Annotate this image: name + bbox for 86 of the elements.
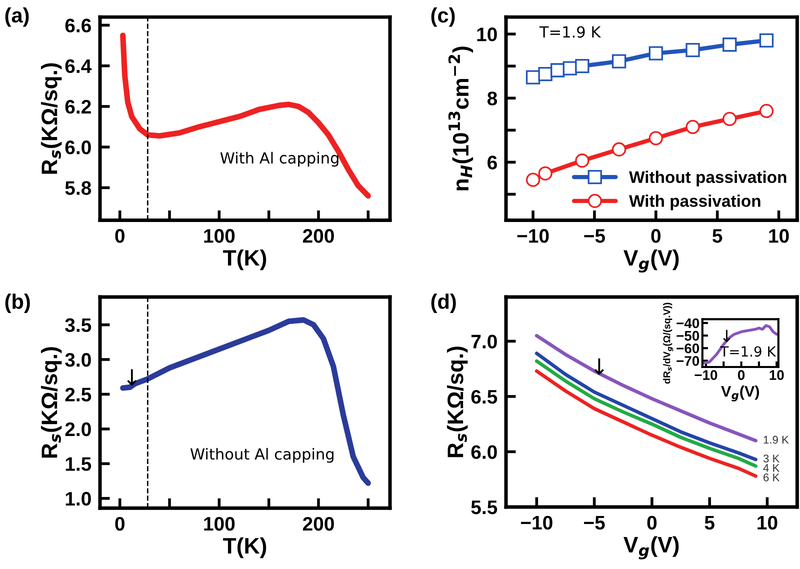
y-tick-label: 6.2	[65, 100, 91, 114]
x-axis-title: V$_{g}$(V)	[721, 386, 760, 402]
x-tick-label: −10	[520, 516, 552, 530]
y-tick-label: 5.8	[65, 181, 92, 195]
series-label: 6 K	[764, 473, 780, 482]
annotation: ↓	[127, 369, 137, 386]
y-axis-title: dR$_{s}$/dV$_{g}$(Ω/(sq.V))	[663, 302, 674, 384]
x-tick-label: 10	[758, 516, 778, 530]
x-tick-label: −5	[584, 229, 606, 243]
x-tick-label: 100	[204, 229, 235, 243]
x-tick-label: −10	[694, 370, 718, 380]
annotation: ↓	[723, 330, 730, 342]
x-tick-label: 0	[738, 370, 745, 380]
point	[648, 46, 663, 60]
y-tick-label: 1.0	[66, 492, 91, 506]
x-axis-title: T(K)	[223, 537, 266, 558]
point	[612, 142, 626, 156]
annotation: T=1.9 K	[539, 26, 602, 38]
annotation: ↓	[594, 358, 604, 375]
y-tick-label: 1.5	[66, 457, 92, 471]
legend-label: With passivation	[629, 194, 760, 210]
x-tick-label: 200	[302, 516, 334, 531]
point	[686, 42, 700, 58]
x-tick-label: 0	[115, 229, 124, 243]
y-tick-label: 3.5	[65, 318, 92, 332]
annotation: Without Al capping	[190, 448, 334, 463]
point	[575, 154, 590, 168]
y-tick-label: −60	[676, 343, 700, 354]
text: (d)	[431, 294, 456, 314]
series-label: 1.9 K	[764, 436, 789, 444]
x-tick-label: 5	[712, 229, 722, 243]
annotation: T=1.9 K	[720, 346, 776, 357]
annotation: With Al capping	[220, 152, 338, 167]
point	[526, 172, 540, 187]
series-label: 4 K	[763, 464, 780, 472]
y-tick-label: 2.5	[65, 388, 92, 402]
y-axis-title: R$_{s}$(KΩ/sq.)	[40, 63, 62, 174]
y-tick-label: 10	[477, 28, 497, 42]
y-tick-label: 6.0	[65, 140, 91, 154]
y-axis-title: R$_{s}$(KΩ/sq.)	[40, 347, 62, 458]
y-tick-label: 2.0	[65, 422, 91, 436]
y-tick-label: 6.0	[471, 445, 497, 459]
point	[612, 54, 626, 68]
text: (c)	[431, 7, 455, 27]
y-axis-title: R$_{s}$(KΩ/sq.)	[446, 346, 468, 458]
y-tick-label: 3.0	[65, 352, 91, 367]
y-tick-label: 6.4	[65, 59, 92, 74]
text: (b)	[5, 294, 30, 314]
point	[538, 166, 552, 181]
y-tick-label: 7.0	[471, 334, 497, 348]
text: (a)	[5, 7, 29, 27]
y-tick-label: 6	[488, 156, 497, 170]
y-axis-title: n$_{H}$(10$^{13}$cm$^{−2}$)	[448, 46, 474, 190]
legend-label: Without passivation	[629, 170, 786, 186]
x-tick-label: 0	[647, 516, 657, 530]
y-tick-label: 6.6	[65, 18, 91, 32]
x-axis-title: V$_{g}$(V)	[624, 536, 679, 560]
x-tick-label: 200	[302, 229, 334, 243]
point	[575, 59, 590, 74]
x-axis-title: T(K)	[223, 249, 266, 270]
point	[526, 70, 540, 84]
point	[722, 38, 737, 52]
y-tick-label: −40	[676, 318, 700, 328]
point	[722, 112, 737, 126]
series-label: 3 K	[763, 454, 780, 462]
point	[648, 131, 663, 146]
line-series	[702, 324, 778, 365]
x-tick-label: −10	[517, 229, 549, 243]
x-tick-label: 10	[770, 370, 784, 380]
point	[759, 104, 774, 118]
point	[686, 120, 700, 134]
x-tick-label: 100	[204, 516, 235, 531]
y-tick-label: 8	[487, 92, 498, 106]
point	[759, 33, 774, 48]
y-tick-label: −50	[676, 330, 700, 341]
point	[538, 67, 552, 82]
y-tick-label: 5.5	[471, 500, 498, 514]
x-tick-label: 0	[651, 229, 661, 243]
x-tick-label: 10	[769, 229, 789, 243]
x-tick-label: 5	[704, 516, 714, 530]
y-tick-label: −70	[676, 356, 700, 366]
y-tick-label: 6.5	[471, 390, 498, 404]
point	[550, 63, 565, 78]
x-axis-title: V$_{g}$(V)	[624, 249, 679, 273]
x-tick-label: 0	[115, 516, 124, 531]
x-tick-label: −5	[584, 516, 605, 530]
